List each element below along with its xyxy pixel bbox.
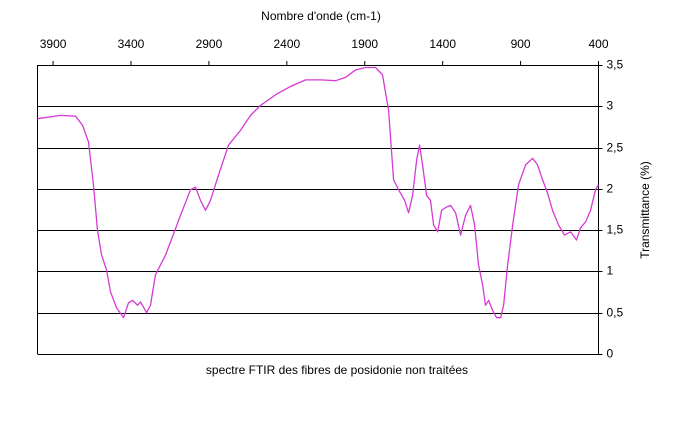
x-axis-label: Nombre d'onde (cm-1)	[261, 9, 381, 23]
y-tick-label: 0	[607, 347, 614, 361]
x-tick-label: 900	[511, 37, 531, 51]
y-tick-label: 3	[607, 99, 614, 113]
y-tick-label: 1,5	[607, 223, 624, 237]
x-tick-label: 2400	[273, 37, 300, 51]
y-tick-label: 2	[607, 182, 614, 196]
y-tick-label: 0,5	[607, 306, 624, 320]
x-tick-label: 3900	[40, 37, 67, 51]
y-tick-label: 2,5	[607, 141, 624, 155]
x-tick-label: 3400	[118, 37, 145, 51]
x-tick-label: 1900	[351, 37, 378, 51]
y-tick-label: 1	[607, 264, 614, 278]
spectrum-line	[37, 66, 600, 319]
x-tick-label: 400	[588, 37, 608, 51]
chart-title: spectre FTIR des fibres de posidonie non…	[206, 363, 468, 377]
x-tick-label: 1400	[429, 37, 456, 51]
y-tick-label: 3,5	[607, 58, 624, 72]
x-tick-label: 2900	[196, 37, 223, 51]
y-axis-label: Transmittance (%)	[638, 161, 652, 259]
